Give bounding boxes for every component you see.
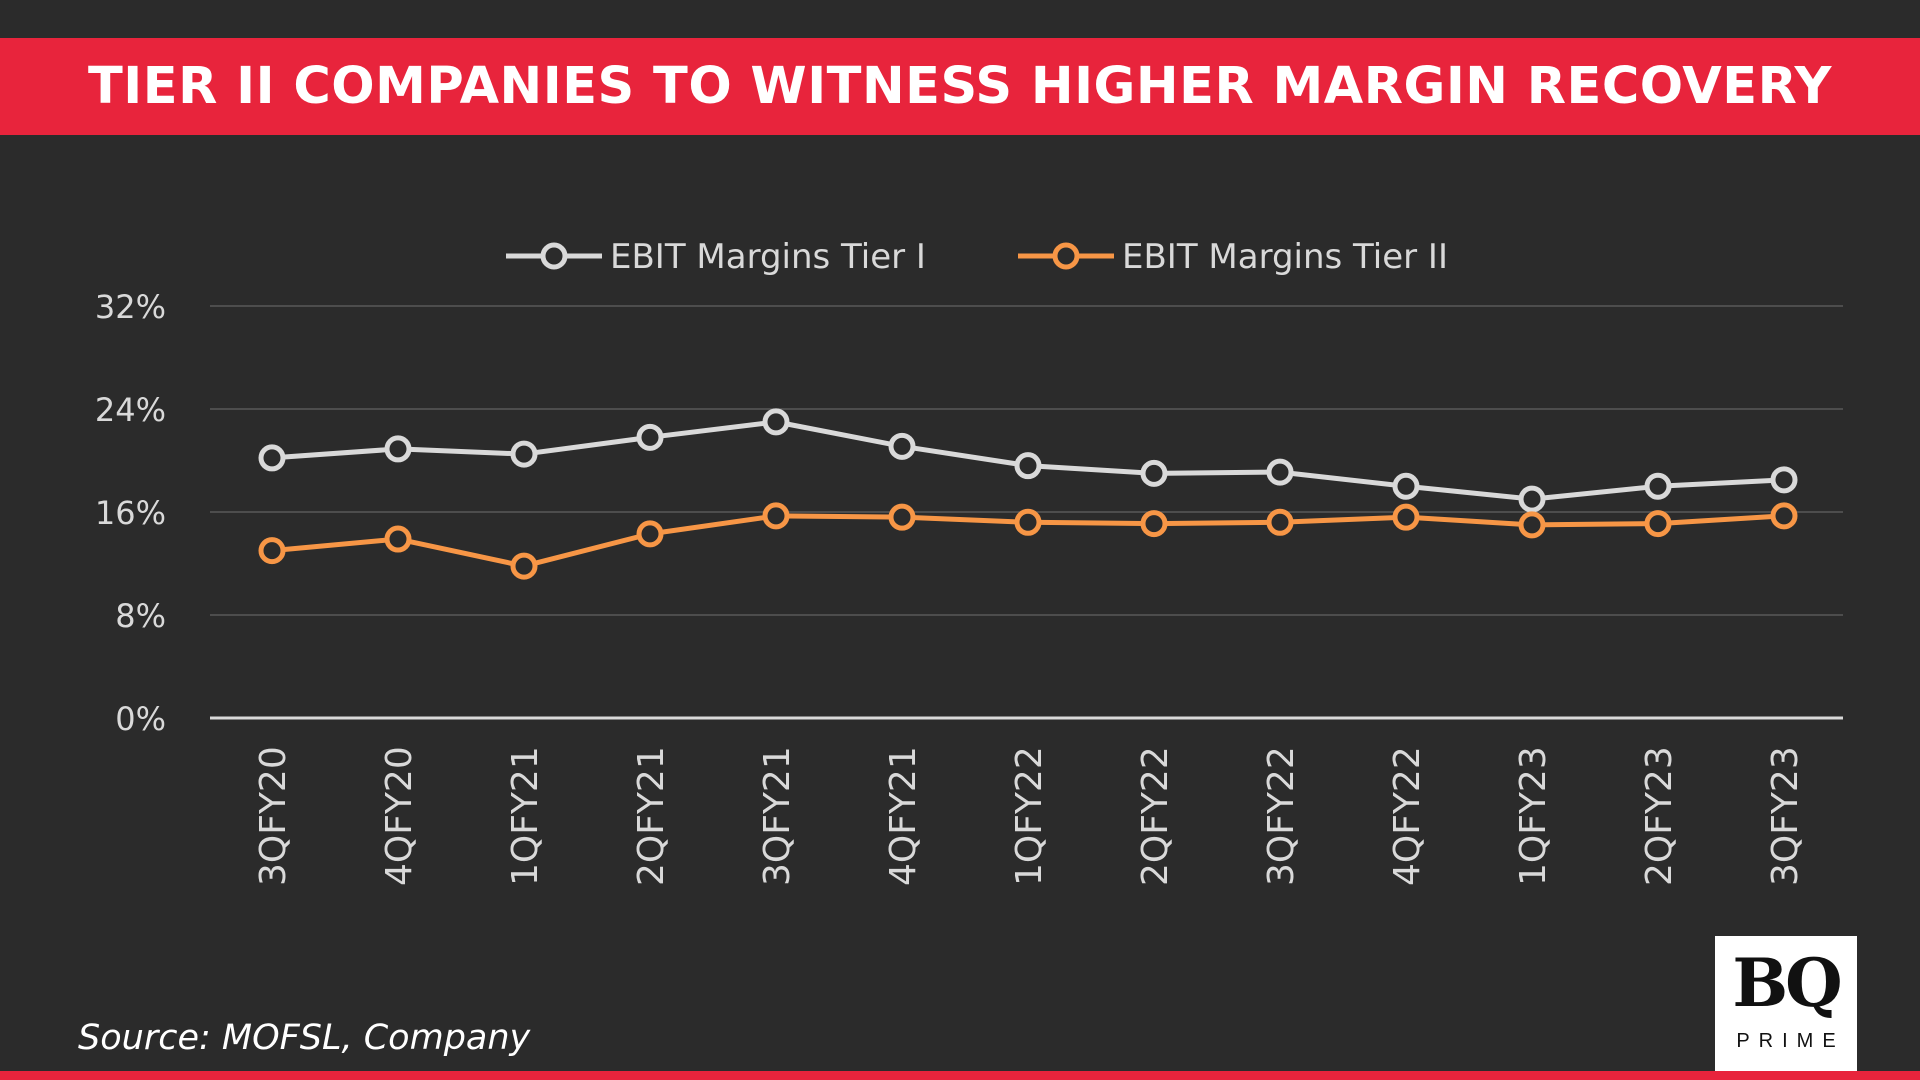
data-point <box>1392 472 1420 500</box>
x-tick-label: 3QFY21 <box>757 746 798 886</box>
legend-item: EBIT Margins Tier II <box>1018 237 1448 277</box>
data-point <box>258 537 286 565</box>
legend-marker <box>540 242 568 270</box>
data-point <box>762 502 790 530</box>
data-point <box>384 525 412 553</box>
data-point <box>1014 452 1042 480</box>
data-point <box>1644 472 1672 500</box>
source-note: Source: MOFSL, Company <box>78 1018 531 1058</box>
legend-marker <box>1052 242 1080 270</box>
x-tick-label: 4QFY20 <box>379 746 420 886</box>
x-axis-ticks: 3QFY20 4QFY20 1QFY21 2QFY21 3QFY21 4QFY21 1QFY… <box>253 746 1806 886</box>
x-tick-label: 1QFY23 <box>1513 746 1554 886</box>
data-point <box>1518 485 1546 513</box>
x-tick-label: 3QFY23 <box>1765 746 1806 886</box>
bq-prime-logo: BQ PRIME <box>1715 936 1857 1080</box>
series-2 <box>258 502 1798 580</box>
data-point <box>1770 502 1798 530</box>
legend-label: EBIT Margins Tier II <box>1122 237 1448 277</box>
x-tick-label: 4QFY21 <box>883 746 924 886</box>
x-tick-label: 4QFY22 <box>1387 746 1428 886</box>
data-point <box>762 408 790 436</box>
data-point <box>1014 508 1042 536</box>
legend-item: EBIT Margins Tier I <box>506 237 926 277</box>
series <box>258 408 1798 580</box>
legend: EBIT Margins Tier I EBIT Margins Tier II <box>506 237 1448 277</box>
y-tick-label: 32% <box>95 288 166 326</box>
data-point <box>258 444 286 472</box>
page-title: TIER II COMPANIES TO WITNESS HIGHER MARG… <box>88 57 1832 116</box>
x-tick-label: 2QFY22 <box>1135 746 1176 886</box>
data-point <box>384 435 412 463</box>
x-tick-label: 2QFY21 <box>631 746 672 886</box>
data-point <box>510 440 538 468</box>
x-tick-label: 2QFY23 <box>1639 746 1680 886</box>
y-tick-label: 0% <box>115 700 166 738</box>
y-axis-ticks: 0% 8% 16% 24% 32% <box>95 288 166 738</box>
data-point <box>1140 510 1168 538</box>
data-point <box>1518 511 1546 539</box>
legend-label: EBIT Margins Tier I <box>610 237 926 277</box>
logo-mark: BQ <box>1732 944 1842 1022</box>
series-1 <box>258 408 1798 513</box>
data-point <box>1770 466 1798 494</box>
data-point <box>1266 458 1294 486</box>
data-point <box>888 432 916 460</box>
data-point <box>636 423 664 451</box>
y-tick-label: 8% <box>115 597 166 635</box>
y-tick-label: 16% <box>95 494 166 532</box>
x-tick-label: 3QFY22 <box>1261 746 1302 886</box>
logo-subtitle: PRIME <box>1736 1030 1845 1052</box>
data-point <box>888 503 916 531</box>
data-point <box>1644 510 1672 538</box>
title-banner: TIER II COMPANIES TO WITNESS HIGHER MARG… <box>0 38 1920 135</box>
x-tick-label: 1QFY22 <box>1009 746 1050 886</box>
data-point <box>1140 459 1168 487</box>
x-tick-label: 1QFY21 <box>505 746 546 886</box>
data-point <box>1266 508 1294 536</box>
data-point <box>510 552 538 580</box>
y-tick-label: 24% <box>95 391 166 429</box>
x-tick-label: 3QFY20 <box>253 746 294 886</box>
bottom-accent-bar <box>0 1071 1920 1080</box>
data-point <box>1392 503 1420 531</box>
data-point <box>636 520 664 548</box>
